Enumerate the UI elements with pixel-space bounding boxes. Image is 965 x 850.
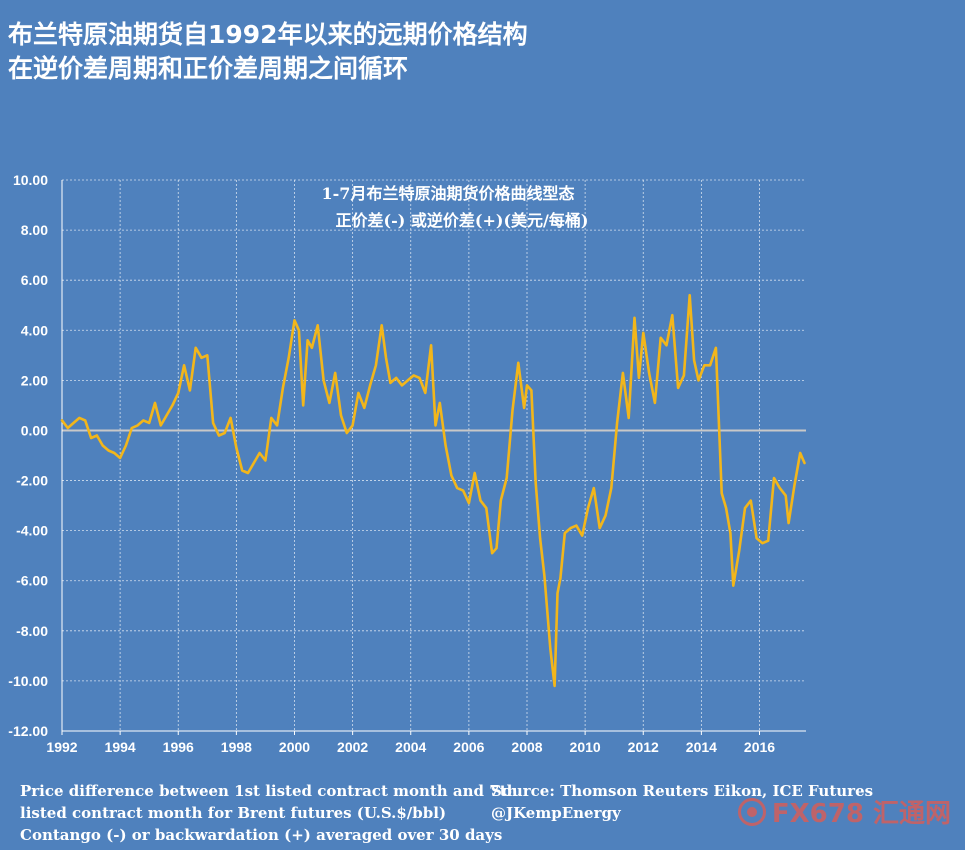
fx678-logo-icon — [737, 797, 766, 826]
watermark-text: FX678 汇通网 — [771, 799, 951, 829]
chart-note-line-3: Contango (-) or backwardation (+) averag… — [20, 826, 503, 844]
y-tick-label: -12.00 — [8, 723, 48, 739]
chart-title-line-1: 1-7月布兰特原油期货价格曲线型态 — [322, 184, 575, 203]
x-tick-label: 2014 — [686, 739, 717, 755]
chart-title-line-2: 正价差(-) 或逆价差(+)(美元/每桶) — [336, 211, 589, 230]
chart-note-line-1: Price difference between 1st listed cont… — [20, 782, 518, 800]
x-tick-label: 2002 — [337, 739, 368, 755]
chart-note-line-2: listed contract month for Brent futures … — [20, 804, 447, 822]
y-tick-label: -4.00 — [16, 523, 48, 539]
y-axis-tick-labels: 10.00 8.00 6.00 4.00 2.00 0.00 -2.00 -4.00 -6.00… — [8, 172, 48, 739]
headline-line-1: 布兰特原油期货自1992年以来的远期价格结构 — [8, 20, 528, 49]
x-tick-label: 2008 — [511, 739, 542, 755]
x-tick-label: 2004 — [395, 739, 426, 755]
grid — [61, 179, 806, 735]
y-tick-label: 6.00 — [21, 272, 48, 288]
x-tick-label: 2016 — [744, 739, 775, 755]
y-tick-label: 10.00 — [13, 172, 48, 188]
source-note: Source: Thomson Reuters Eikon, ICE Futur… — [491, 780, 873, 824]
x-tick-label: 1992 — [46, 739, 77, 755]
series-line — [60, 293, 806, 688]
x-axis-tick-labels: 1992 1994 1996 1998 2000 2002 2004 2006 2008 2010… — [46, 739, 775, 755]
x-tick-label: 2012 — [628, 739, 659, 755]
headline: 布兰特原油期货自1992年以来的远期价格结构 在逆价差周期和正价差周期之间循环 — [8, 18, 528, 86]
chart-note: Price difference between 1st listed cont… — [20, 780, 518, 846]
y-tick-label: 8.00 — [21, 222, 48, 238]
y-tick-label: -10.00 — [8, 673, 48, 689]
x-tick-label: 1998 — [221, 739, 252, 755]
y-tick-label: -6.00 — [16, 573, 48, 589]
y-tick-label: -2.00 — [16, 473, 48, 489]
x-tick-label: 2006 — [453, 739, 484, 755]
chart: 10.00 8.00 6.00 4.00 2.00 0.00 -2.00 -4.00 -6.00… — [8, 172, 806, 755]
author-handle: @JKempEnergy — [491, 804, 621, 822]
x-tick-label: 2000 — [279, 739, 310, 755]
x-tick-label: 1994 — [105, 739, 136, 755]
watermark: FX678 汇通网 — [737, 793, 951, 830]
headline-line-2: 在逆价差周期和正价差周期之间循环 — [8, 54, 409, 83]
series — [60, 293, 806, 688]
x-tick-label: 2010 — [570, 739, 601, 755]
y-tick-label: 4.00 — [21, 322, 48, 338]
y-tick-label: 0.00 — [21, 422, 48, 438]
y-tick-label: 2.00 — [21, 372, 48, 388]
source-line: Source: Thomson Reuters Eikon, ICE Futur… — [491, 782, 874, 800]
x-tick-label: 1996 — [163, 739, 194, 755]
y-tick-label: -8.00 — [16, 623, 48, 639]
